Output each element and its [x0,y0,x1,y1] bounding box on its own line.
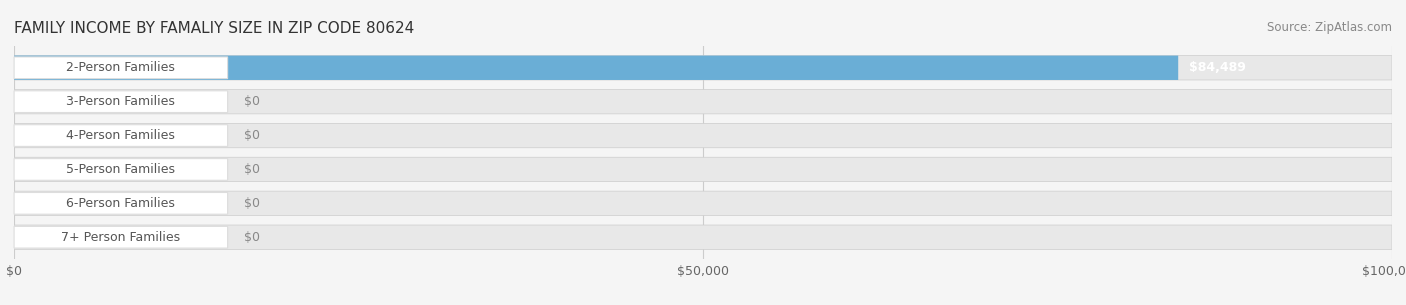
FancyBboxPatch shape [14,159,228,180]
FancyBboxPatch shape [14,191,1392,216]
FancyBboxPatch shape [14,157,1392,182]
FancyBboxPatch shape [14,89,1392,114]
FancyBboxPatch shape [14,91,228,113]
Text: 4-Person Families: 4-Person Families [66,129,176,142]
FancyBboxPatch shape [14,56,1178,80]
Text: $0: $0 [245,129,260,142]
Text: 5-Person Families: 5-Person Families [66,163,176,176]
FancyBboxPatch shape [14,123,1392,148]
Text: $84,489: $84,489 [1189,61,1246,74]
FancyBboxPatch shape [14,225,1392,249]
FancyBboxPatch shape [14,57,228,79]
Text: Source: ZipAtlas.com: Source: ZipAtlas.com [1267,21,1392,34]
Text: $0: $0 [245,163,260,176]
Text: $0: $0 [245,95,260,108]
FancyBboxPatch shape [14,192,228,214]
Text: $0: $0 [245,231,260,244]
Text: 3-Person Families: 3-Person Families [66,95,176,108]
Text: 7+ Person Families: 7+ Person Families [62,231,180,244]
FancyBboxPatch shape [14,56,1392,80]
Text: FAMILY INCOME BY FAMALIY SIZE IN ZIP CODE 80624: FAMILY INCOME BY FAMALIY SIZE IN ZIP COD… [14,21,415,36]
FancyBboxPatch shape [14,125,228,146]
Text: 2-Person Families: 2-Person Families [66,61,176,74]
Text: $0: $0 [245,197,260,210]
FancyBboxPatch shape [14,226,228,248]
Text: 6-Person Families: 6-Person Families [66,197,176,210]
